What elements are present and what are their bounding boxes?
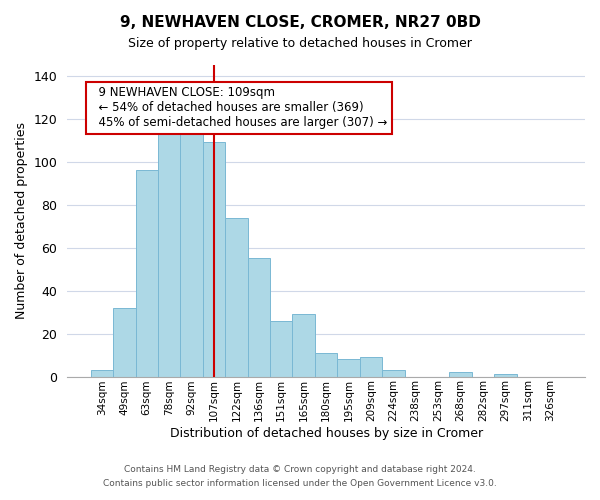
- Y-axis label: Number of detached properties: Number of detached properties: [15, 122, 28, 320]
- Text: 9, NEWHAVEN CLOSE, CROMER, NR27 0BD: 9, NEWHAVEN CLOSE, CROMER, NR27 0BD: [119, 15, 481, 30]
- Bar: [136, 170, 158, 376]
- Bar: [494, 374, 517, 376]
- Bar: [158, 134, 181, 376]
- Bar: [449, 372, 472, 376]
- Bar: [248, 258, 270, 376]
- Text: Contains HM Land Registry data © Crown copyright and database right 2024.
Contai: Contains HM Land Registry data © Crown c…: [103, 466, 497, 487]
- Bar: [315, 353, 337, 376]
- Text: Size of property relative to detached houses in Cromer: Size of property relative to detached ho…: [128, 38, 472, 51]
- Bar: [203, 142, 225, 376]
- Bar: [270, 320, 292, 376]
- Bar: [337, 360, 360, 376]
- X-axis label: Distribution of detached houses by size in Cromer: Distribution of detached houses by size …: [170, 427, 482, 440]
- Bar: [91, 370, 113, 376]
- Bar: [225, 218, 248, 376]
- Bar: [382, 370, 404, 376]
- Bar: [292, 314, 315, 376]
- Bar: [181, 134, 203, 376]
- Bar: [360, 357, 382, 376]
- Text: 9 NEWHAVEN CLOSE: 109sqm
  ← 54% of detached houses are smaller (369)
  45% of s: 9 NEWHAVEN CLOSE: 109sqm ← 54% of detach…: [91, 86, 387, 130]
- Bar: [113, 308, 136, 376]
